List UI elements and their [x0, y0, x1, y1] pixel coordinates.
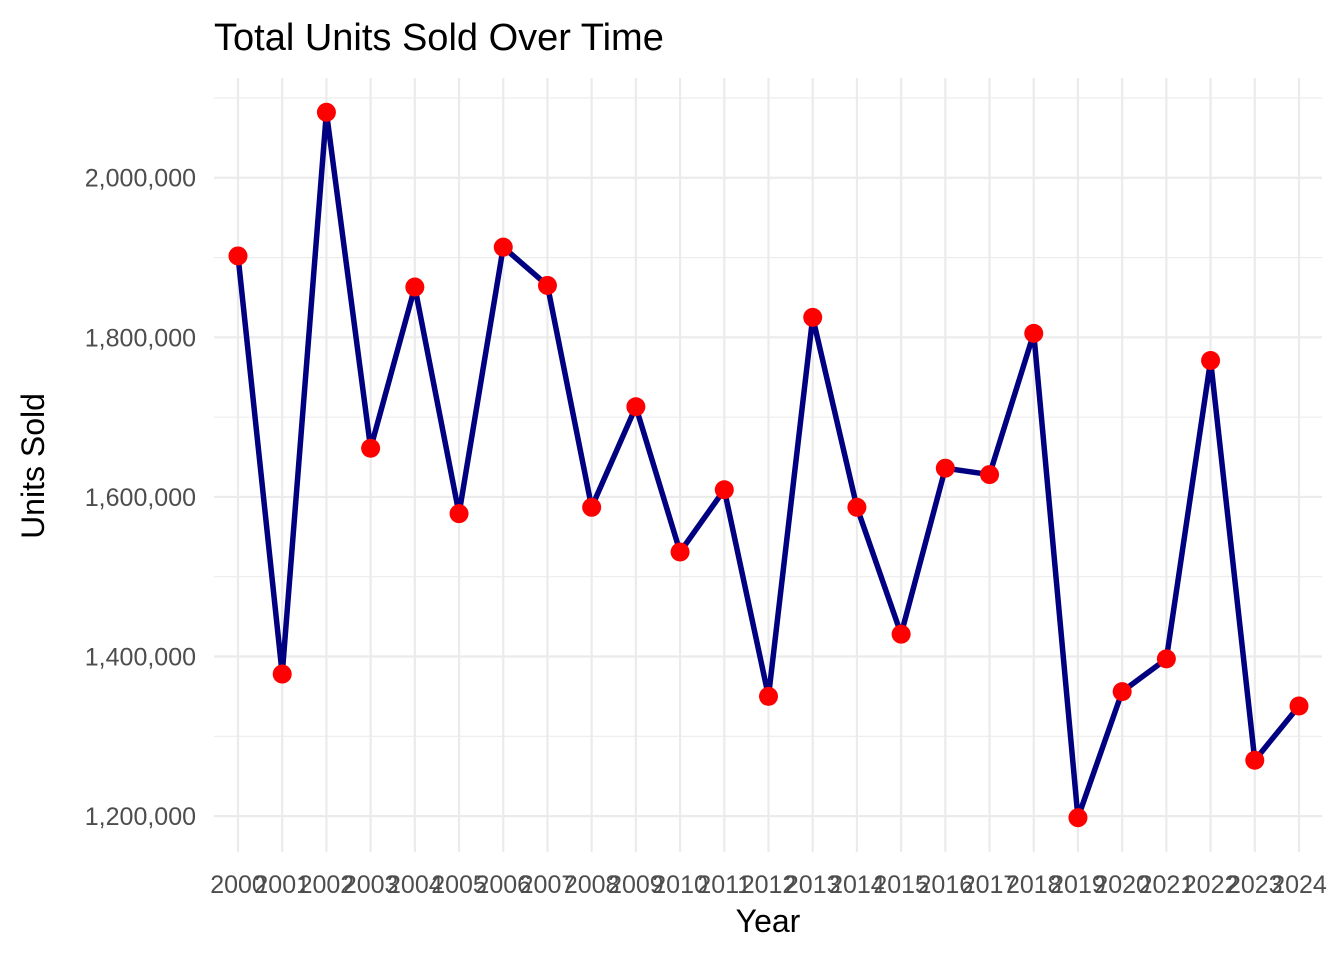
x-tick-label: 2004	[387, 871, 443, 899]
grid	[214, 78, 1322, 852]
x-tick-label: 2001	[254, 871, 310, 899]
x-tick-label: 2005	[431, 871, 487, 899]
y-tick-label: 1,400,000	[85, 644, 196, 672]
x-tick-label: 2002	[299, 871, 355, 899]
data-point	[1112, 682, 1132, 702]
x-tick-label: 2013	[785, 871, 841, 899]
x-tick-label: 2017	[962, 871, 1018, 899]
x-tick-labels: 2000200120022003200420052006200720082009…	[210, 871, 1327, 899]
x-tick-label: 2016	[918, 871, 974, 899]
data-point	[803, 307, 823, 327]
data-point	[449, 504, 469, 524]
x-tick-label: 2015	[873, 871, 929, 899]
data-point	[1068, 808, 1088, 828]
data-point	[935, 458, 955, 478]
data-point	[316, 102, 336, 122]
x-tick-label: 2018	[1006, 871, 1062, 899]
data-point	[670, 542, 690, 562]
data-point	[537, 275, 557, 295]
y-axis-title: Units Sold	[15, 393, 51, 539]
y-tick-label: 1,600,000	[85, 484, 196, 512]
y-tick-labels: 1,200,000 1,400,000 1,600,000 1,800,000 2,00…	[85, 165, 196, 831]
data-point	[1201, 350, 1221, 370]
x-tick-label: 2020	[1094, 871, 1150, 899]
x-tick-label: 2014	[829, 871, 885, 899]
data-point	[405, 277, 425, 297]
y-tick-label: 1,200,000	[85, 803, 196, 831]
data-point	[1245, 750, 1265, 770]
x-tick-label: 2003	[343, 871, 399, 899]
chart-title: Total Units Sold Over Time	[214, 17, 664, 59]
x-tick-label: 2007	[520, 871, 576, 899]
x-tick-label: 2023	[1227, 871, 1283, 899]
data-point	[1156, 649, 1176, 669]
data-point	[980, 465, 1000, 485]
x-tick-label: 2010	[652, 871, 708, 899]
data-point	[582, 497, 602, 517]
data-point	[714, 480, 734, 500]
x-tick-label: 2022	[1183, 871, 1239, 899]
data-point	[891, 624, 911, 644]
data-point	[759, 686, 778, 706]
data-point	[272, 664, 292, 684]
data-point	[847, 497, 867, 517]
x-tick-label: 2008	[564, 871, 620, 899]
y-tick-label: 2,000,000	[85, 165, 196, 193]
x-tick-label: 2009	[608, 871, 664, 899]
x-tick-label: 2012	[741, 871, 797, 899]
data-point	[228, 246, 248, 266]
x-tick-label: 2024	[1271, 871, 1327, 899]
x-tick-label: 2000	[210, 871, 266, 899]
data-point	[1289, 696, 1309, 716]
y-tick-label: 1,800,000	[85, 324, 196, 352]
x-axis-title: Year	[736, 903, 801, 939]
data-point	[493, 237, 513, 257]
x-tick-label: 2019	[1050, 871, 1106, 899]
data-point	[1024, 323, 1044, 343]
data-points	[228, 102, 1309, 828]
x-tick-label: 2011	[697, 871, 751, 899]
x-tick-label: 2021	[1139, 871, 1195, 899]
x-tick-label: 2006	[475, 871, 531, 899]
data-point	[626, 397, 646, 417]
data-point	[361, 438, 381, 458]
